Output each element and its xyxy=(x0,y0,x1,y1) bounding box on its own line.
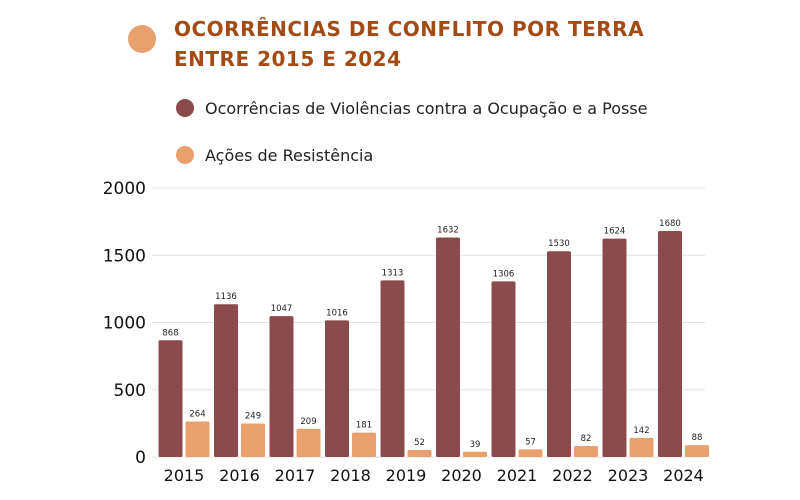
value-label-violence-2023: 1624 xyxy=(604,227,626,237)
value-label-resistance-2015: 264 xyxy=(189,409,205,419)
bar-resistance-2015 xyxy=(185,421,210,457)
value-label-resistance-2024: 88 xyxy=(692,433,703,443)
bar-violence-2016 xyxy=(214,304,238,457)
y-tick-label: 500 xyxy=(114,381,146,401)
legend-item-resistance: Ações de Resistência xyxy=(176,143,373,167)
bar-violence-2023 xyxy=(602,238,627,457)
bar-resistance-2021 xyxy=(518,449,543,457)
x-tick-label-2018: 2018 xyxy=(330,466,371,485)
legend-swatch-violence xyxy=(176,99,194,117)
bar-resistance-2023 xyxy=(629,437,654,457)
value-label-resistance-2023: 142 xyxy=(633,426,649,436)
y-tick-label: 2000 xyxy=(103,179,146,199)
value-label-resistance-2020: 39 xyxy=(470,440,481,450)
value-label-resistance-2018: 181 xyxy=(356,421,372,431)
value-label-violence-2015: 868 xyxy=(162,328,178,338)
bar-resistance-2022 xyxy=(574,445,598,457)
value-label-violence-2017: 1047 xyxy=(271,304,293,314)
value-label-resistance-2021: 57 xyxy=(525,437,536,447)
x-tick-label-2022: 2022 xyxy=(552,466,593,485)
value-label-violence-2019: 1313 xyxy=(382,268,404,278)
value-label-resistance-2022: 82 xyxy=(581,434,592,444)
x-tick-label-2016: 2016 xyxy=(219,466,260,485)
value-label-violence-2020: 1632 xyxy=(437,225,459,235)
value-label-violence-2022: 1530 xyxy=(548,239,570,249)
bar-violence-2015 xyxy=(158,340,183,457)
value-label-violence-2024: 1680 xyxy=(659,219,681,229)
bar-resistance-2020 xyxy=(463,451,487,457)
x-tick-label-2015: 2015 xyxy=(164,466,205,485)
x-tick-label-2023: 2023 xyxy=(608,466,649,485)
chart-title: OCORRÊNCIAS DE CONFLITO POR TERRA ENTRE … xyxy=(174,14,734,74)
value-label-resistance-2016: 249 xyxy=(245,412,261,422)
bar-resistance-2019 xyxy=(407,450,432,457)
bar-violence-2017 xyxy=(269,316,294,457)
legend-label-resistance: Ações de Resistência xyxy=(205,145,374,165)
value-label-violence-2018: 1016 xyxy=(326,308,348,318)
y-tick-label: 1000 xyxy=(103,314,146,334)
x-tick-label-2019: 2019 xyxy=(386,466,427,485)
value-label-violence-2016: 1136 xyxy=(215,292,237,302)
x-tick-label-2024: 2024 xyxy=(663,466,704,485)
bar-violence-2022 xyxy=(547,251,571,457)
chart-title-line-2: ENTRE 2015 E 2024 xyxy=(174,47,402,71)
y-tick-label: 0 xyxy=(135,448,146,468)
bar-resistance-2016 xyxy=(241,423,265,457)
legend-label-violence: Ocorrências de Violências contra a Ocupa… xyxy=(205,98,648,118)
chart-title-line-1: OCORRÊNCIAS DE CONFLITO POR TERRA xyxy=(174,17,645,41)
legend-swatch-resistance xyxy=(176,146,194,164)
legend-item-violence: Ocorrências de Violências contra a Ocupa… xyxy=(176,96,648,120)
bar-violence-2018 xyxy=(325,320,349,457)
bar-resistance-2024 xyxy=(685,445,709,457)
value-label-resistance-2017: 209 xyxy=(300,417,316,427)
bar-violence-2019 xyxy=(380,280,405,457)
bar-resistance-2018 xyxy=(352,432,376,457)
x-tick-label-2017: 2017 xyxy=(275,466,316,485)
value-label-resistance-2019: 52 xyxy=(414,438,425,448)
x-tick-label-2021: 2021 xyxy=(497,466,538,485)
y-tick-label: 1500 xyxy=(103,246,146,266)
bar-violence-2021 xyxy=(491,281,516,457)
bar-violence-2024 xyxy=(658,231,682,457)
value-label-violence-2021: 1306 xyxy=(493,269,515,279)
bar-violence-2020 xyxy=(436,237,460,457)
title-accent-dot xyxy=(128,25,156,53)
x-tick-label-2020: 2020 xyxy=(441,466,482,485)
bar-resistance-2017 xyxy=(296,428,321,457)
